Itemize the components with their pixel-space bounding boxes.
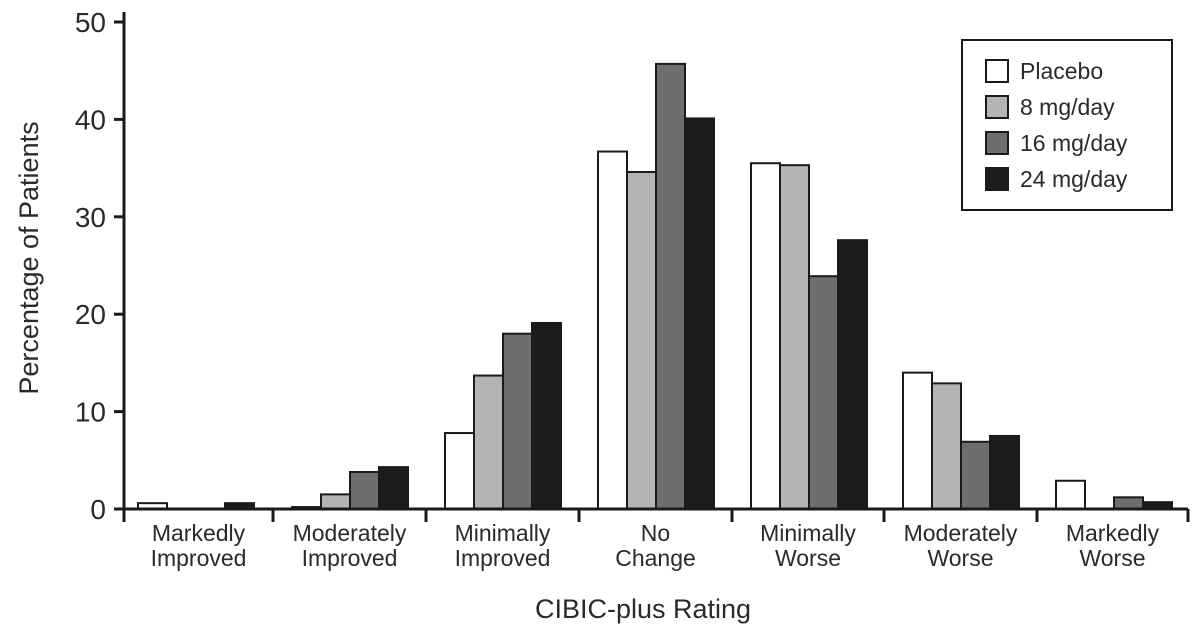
x-tick-label-no-change-line-1: No [641,520,670,546]
y-axis-title: Percentage of Patients [14,121,44,394]
x-tick-label-markedly-improved-line-2: Improved [151,545,247,571]
y-tick-label-0: 0 [90,494,106,525]
bar-minimally-improved-8-mg-day [473,374,504,510]
bar-moderately-improved-16-mg-day [349,470,380,510]
bar-markedly-worse-placebo [1055,479,1086,510]
bar-minimally-improved-16-mg-day [502,332,533,510]
bar-no-change-16-mg-day [655,62,686,510]
bar-minimally-worse-16-mg-day [808,275,839,510]
legend: Placebo 8 mg/day 16 mg/day 24 mg/day [961,39,1173,211]
legend-label-16-mg-day: 16 mg/day [1020,130,1128,156]
bar-moderately-improved-24-mg-day [378,466,409,510]
x-tick-label-minimally-worse-line-2: Worse [775,545,841,571]
x-tick-label-moderately-worse-line-1: Moderately [904,520,1018,546]
x-tick-label-no-change-line-2: Change [615,545,696,571]
bar-no-change-placebo [597,150,628,510]
bar-minimally-worse-8-mg-day [779,164,810,510]
y-tick-label-40: 40 [75,104,106,135]
x-ticks: MarkedlyImprovedModeratelyImprovedMinima… [122,509,1190,571]
x-tick-label-moderately-worse-line-2: Worse [927,545,993,571]
legend-swatch-24-mg-day [985,167,1009,191]
x-tick-label-minimally-improved-line-2: Improved [455,545,551,571]
x-tick-label-markedly-worse-line-2: Worse [1079,545,1145,571]
bar-minimally-worse-24-mg-day [837,239,868,510]
bar-moderately-worse-8-mg-day [931,382,962,511]
x-tick-label-markedly-improved-line-1: Markedly [152,520,246,546]
x-tick-label-markedly-worse-line-1: Markedly [1066,520,1160,546]
legend-label-placebo: Placebo [1020,58,1103,84]
legend-swatch-8-mg-day [985,95,1009,119]
bar-minimally-improved-placebo [444,432,475,510]
bar-moderately-worse-16-mg-day [960,440,991,511]
bar-no-change-8-mg-day [626,171,657,510]
axes-layer [122,12,1188,511]
bar-minimally-worse-placebo [750,162,781,510]
x-tick-label-moderately-improved-line-2: Improved [302,545,398,571]
y-tick-label-50: 50 [75,7,106,38]
legend-label-8-mg-day: 8 mg/day [1020,94,1115,120]
legend-label-24-mg-day: 24 mg/day [1020,166,1128,192]
x-axis-title: CIBIC-plus Rating [535,594,751,624]
y-ticks: 0 10 20 30 40 50 [75,7,124,525]
x-tick-label-minimally-worse-line-1: Minimally [760,520,856,546]
x-tick-label-minimally-improved-line-1: Minimally [455,520,551,546]
legend-swatch-placebo [985,59,1009,83]
bar-minimally-improved-24-mg-day [531,321,562,510]
bar-markedly-worse-16-mg-day [1113,496,1144,510]
x-tick-label-moderately-improved-line-1: Moderately [293,520,407,546]
y-tick-label-20: 20 [75,299,106,330]
bar-no-change-24-mg-day [684,117,715,511]
y-tick-label-10: 10 [75,397,106,428]
legend-swatch-16-mg-day [985,131,1009,155]
bar-moderately-worse-24-mg-day [989,434,1020,511]
y-tick-label-30: 30 [75,202,106,233]
bar-moderately-worse-placebo [902,371,933,511]
bars-layer [137,62,1173,511]
bar-moderately-improved-8-mg-day [320,493,351,511]
